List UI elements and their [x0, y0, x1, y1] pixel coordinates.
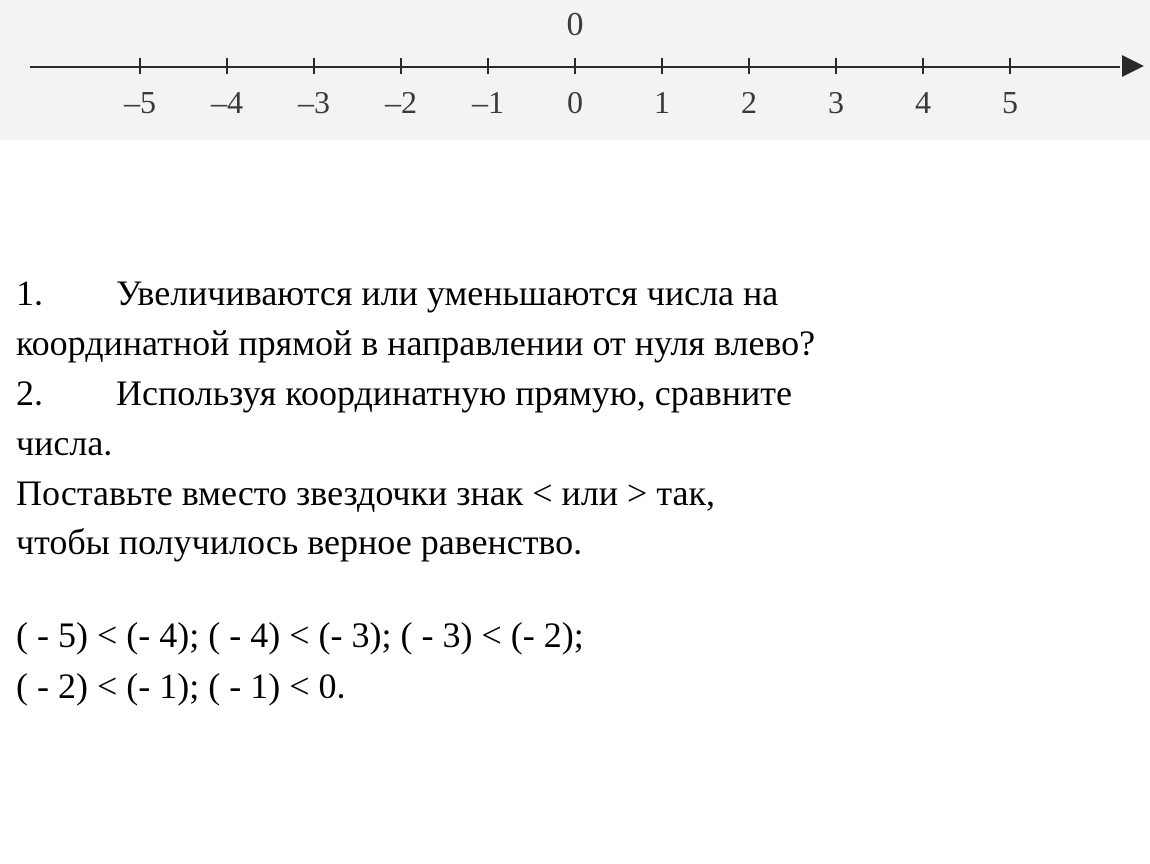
numberline-tick-label: 3: [828, 84, 844, 121]
numberline-tick: [835, 58, 837, 74]
numberline-origin-label: 0: [567, 6, 584, 44]
numberline-tick-label: 0: [567, 84, 583, 121]
numberline-tick: [400, 58, 402, 74]
question-2-line-1: 2.Используя координатную прямую, сравнит…: [16, 370, 1134, 418]
page: 0 –5 –4 –3 –2 –1 0 1 2 3 4 5 1.Увеличиваются или у…: [0, 0, 1150, 864]
instruction-line-1: Поставьте вместо звездочки знак < или > …: [16, 470, 1134, 518]
numberline-tick-label: –3: [298, 84, 330, 121]
numberline-tick: [574, 58, 576, 74]
numberline-tick: [748, 58, 750, 74]
numberline-tick: [313, 58, 315, 74]
numberline-tick: [139, 58, 141, 74]
numberline-tick-label: –4: [211, 84, 243, 121]
question-1-line-2: координатной прямой в направлении от нул…: [16, 320, 1134, 368]
body-text: 1.Увеличиваются или уменьшаются числа на…: [16, 270, 1134, 712]
question-2-line-2: числа.: [16, 420, 1134, 468]
numberline-tick-label: 2: [741, 84, 757, 121]
instruction-line-2: чтобы получилось верное равенство.: [16, 519, 1134, 567]
numberline-tick-label: 4: [915, 84, 931, 121]
numberline-tick: [661, 58, 663, 74]
numberline-tick: [922, 58, 924, 74]
numberline-container: 0 –5 –4 –3 –2 –1 0 1 2 3 4 5: [0, 0, 1150, 160]
numberline-tick-label: 1: [654, 84, 670, 121]
answers-line-1: ( - 5) < (- 4); ( - 4) < (- 3); ( - 3) <…: [16, 611, 1134, 660]
question-2-number: 2.: [16, 370, 116, 418]
numberline-tick-label: –2: [385, 84, 417, 121]
numberline-tick-label: 5: [1002, 84, 1018, 121]
answers-line-2: ( - 2) < (- 1); ( - 1) < 0.: [16, 662, 1134, 711]
numberline-tick-label: –1: [472, 84, 504, 121]
question-1-text-a: Увеличиваются или уменьшаются числа на: [116, 273, 778, 313]
question-1-number: 1.: [16, 270, 116, 318]
question-1-line-1: 1.Увеличиваются или уменьшаются числа на: [16, 270, 1134, 318]
numberline-tick: [1009, 58, 1011, 74]
numberline-tick: [487, 58, 489, 74]
numberline-tick: [226, 58, 228, 74]
answers-block: ( - 5) < (- 4); ( - 4) < (- 3); ( - 3) <…: [16, 611, 1134, 710]
numberline-tick-label: –5: [124, 84, 156, 121]
numberline-arrow-icon: [1122, 55, 1144, 77]
question-2-text-a: Используя координатную прямую, сравните: [116, 373, 792, 413]
